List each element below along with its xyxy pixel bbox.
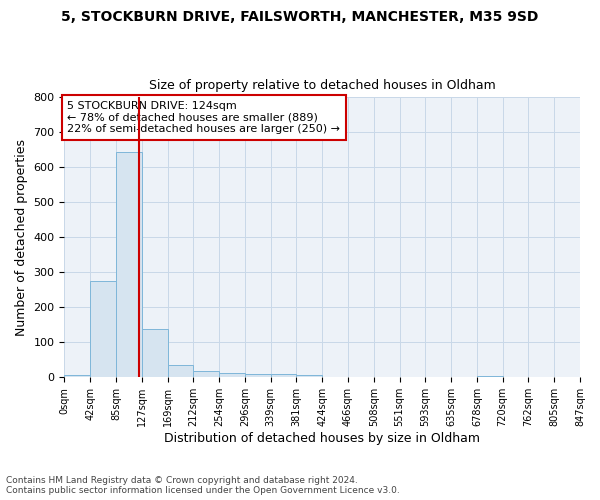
Text: Contains HM Land Registry data © Crown copyright and database right 2024.
Contai: Contains HM Land Registry data © Crown c… <box>6 476 400 495</box>
Bar <box>219 373 245 378</box>
Bar <box>193 371 219 378</box>
Y-axis label: Number of detached properties: Number of detached properties <box>15 139 28 336</box>
Bar <box>477 376 503 378</box>
Bar <box>271 374 296 378</box>
Bar <box>296 374 322 378</box>
Bar <box>245 374 271 378</box>
Bar <box>90 281 116 378</box>
Bar <box>142 329 167 378</box>
Bar <box>167 365 193 378</box>
Bar <box>116 152 142 378</box>
Bar <box>64 374 90 378</box>
Text: 5, STOCKBURN DRIVE, FAILSWORTH, MANCHESTER, M35 9SD: 5, STOCKBURN DRIVE, FAILSWORTH, MANCHEST… <box>61 10 539 24</box>
Title: Size of property relative to detached houses in Oldham: Size of property relative to detached ho… <box>149 79 496 92</box>
X-axis label: Distribution of detached houses by size in Oldham: Distribution of detached houses by size … <box>164 432 480 445</box>
Text: 5 STOCKBURN DRIVE: 124sqm
← 78% of detached houses are smaller (889)
22% of semi: 5 STOCKBURN DRIVE: 124sqm ← 78% of detac… <box>67 101 340 134</box>
